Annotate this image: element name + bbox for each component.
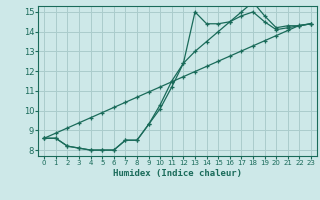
X-axis label: Humidex (Indice chaleur): Humidex (Indice chaleur) xyxy=(113,169,242,178)
